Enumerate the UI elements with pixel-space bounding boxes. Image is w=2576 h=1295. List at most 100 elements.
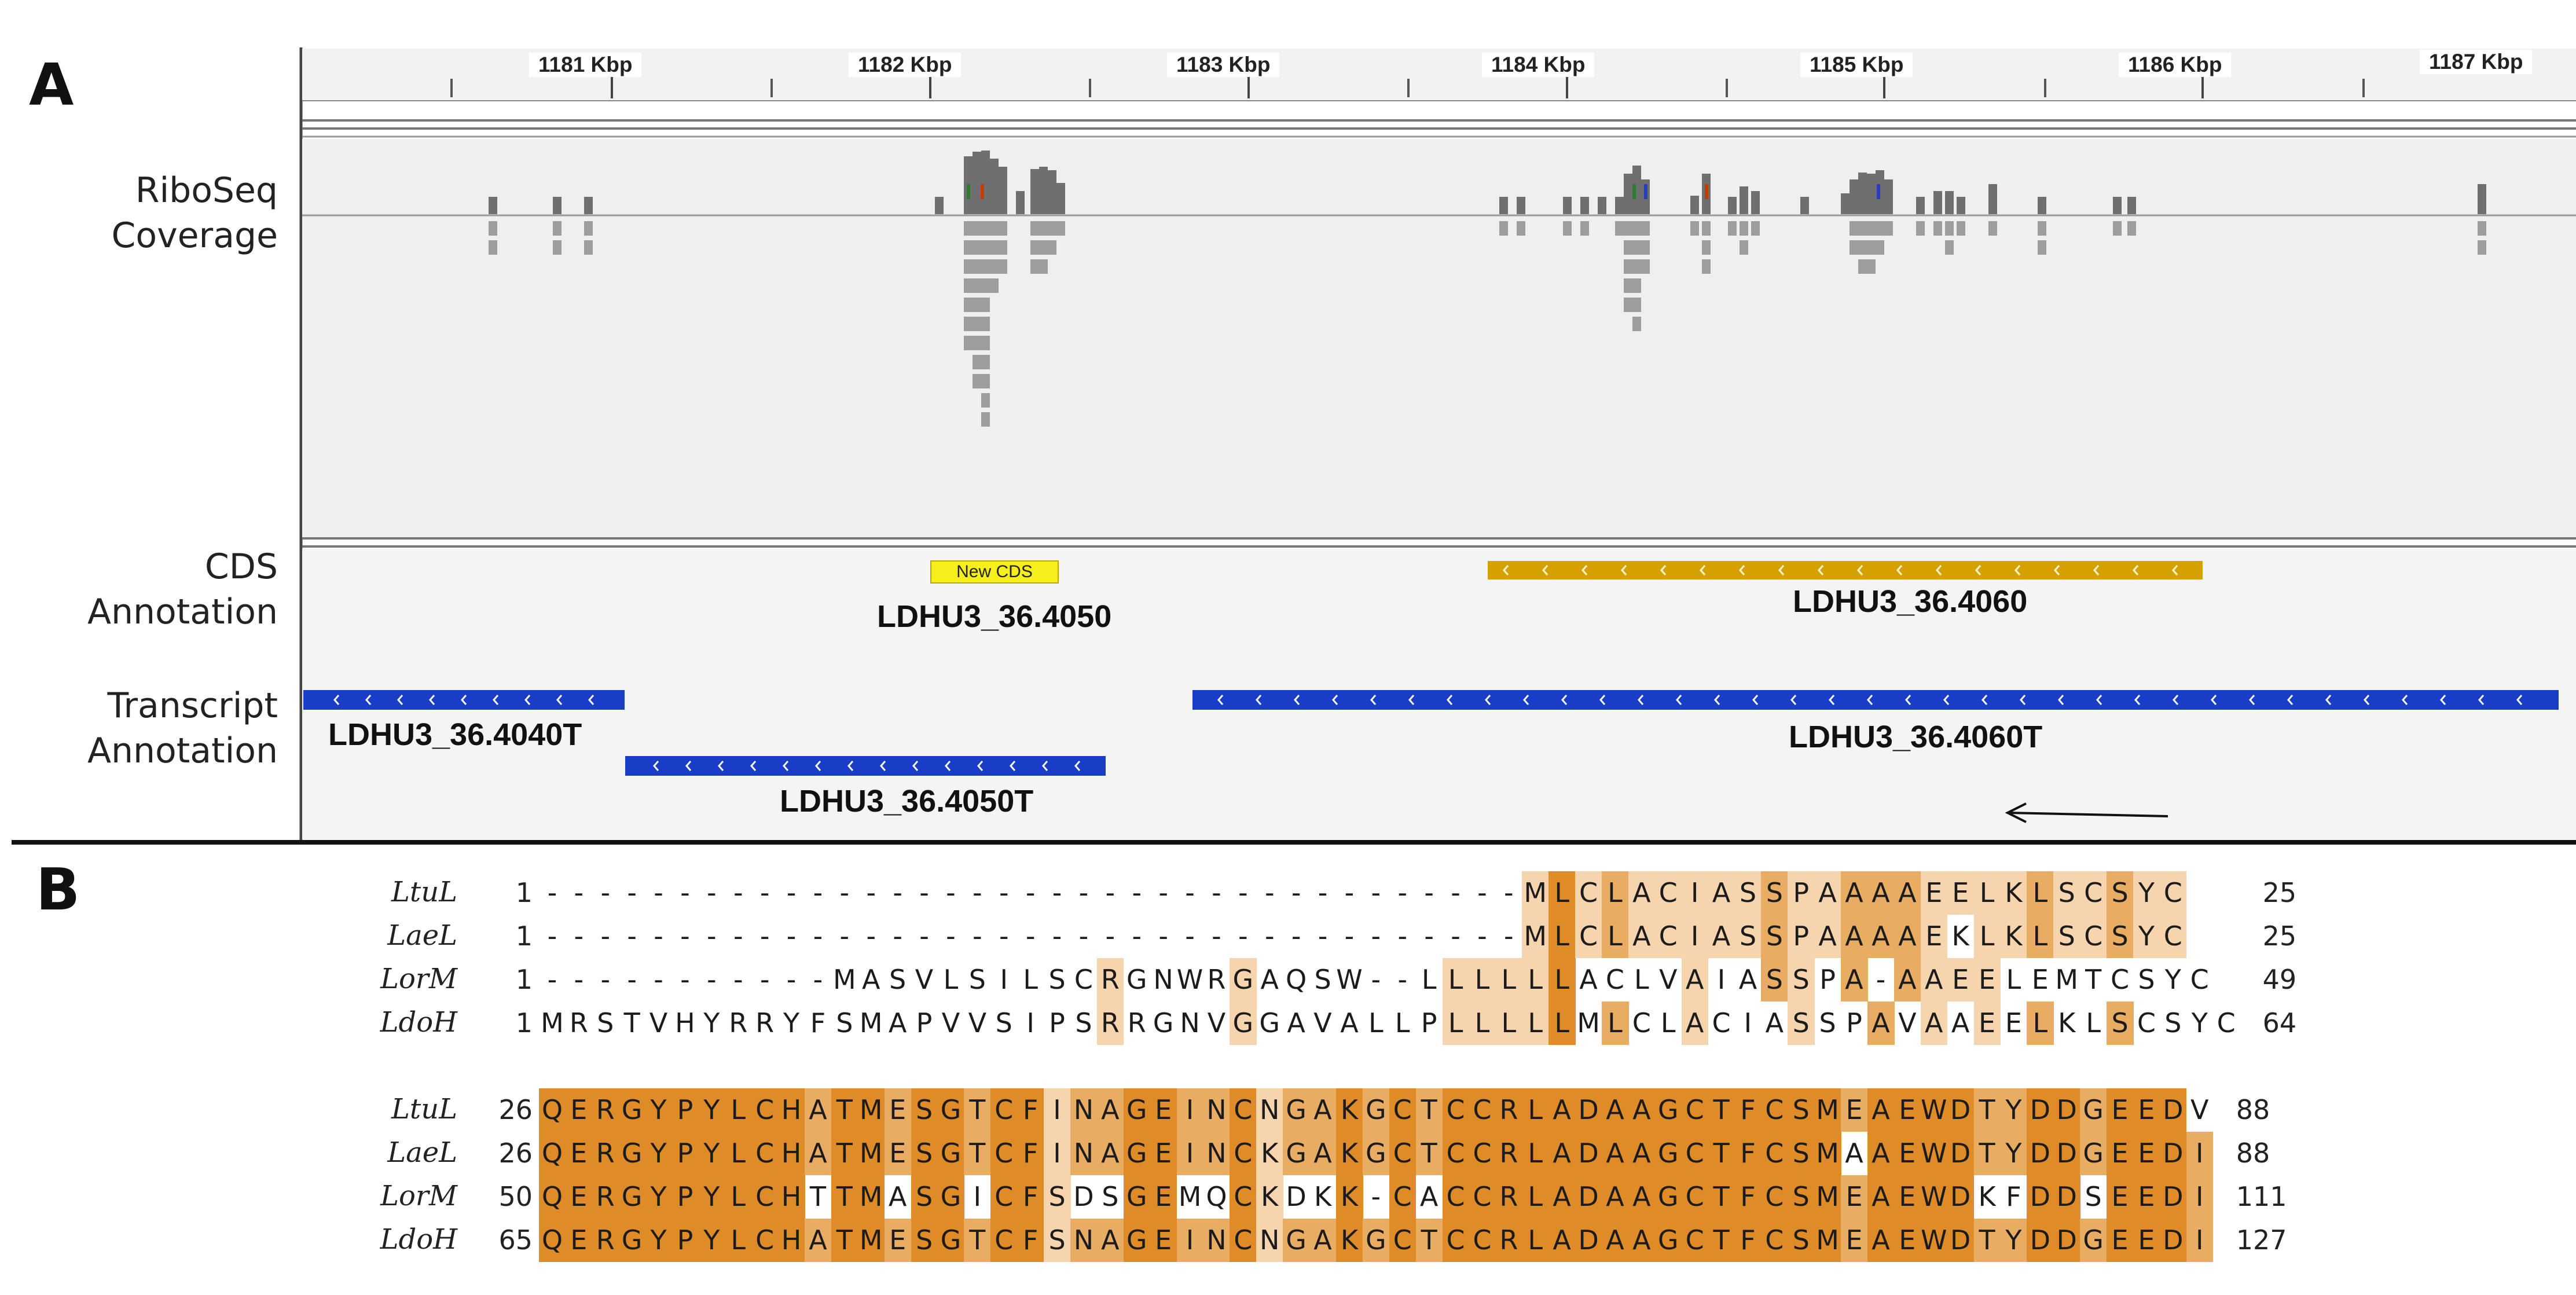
residue: C	[2190, 964, 2209, 995]
read-block	[1850, 221, 1858, 236]
conservation-cell	[1973, 958, 2001, 1001]
gap-char: -	[707, 920, 717, 952]
residue: S	[2085, 1181, 2102, 1212]
residue: Y	[703, 1094, 720, 1125]
read-block	[1499, 221, 1508, 236]
conservation-cell	[1150, 1132, 1177, 1175]
transcript-chevron	[333, 695, 340, 705]
conservation-cell	[964, 1088, 991, 1132]
read-block	[1039, 240, 1048, 255]
gap-char: -	[999, 877, 1009, 908]
cds-chevron	[2172, 565, 2178, 575]
conservation-cell	[805, 1219, 832, 1262]
read-block	[2113, 221, 2122, 236]
conservation-cell	[1920, 1088, 1948, 1132]
base-mismatch-mark	[981, 184, 984, 199]
transcript-chevron	[588, 695, 595, 705]
gap-char: -	[1318, 920, 1328, 952]
transcript-chevron	[1981, 695, 1988, 705]
read-block	[964, 240, 973, 255]
conservation-cell	[1123, 1088, 1151, 1132]
conservation-cell	[2053, 871, 2080, 915]
residue: A	[1579, 964, 1598, 995]
conservation-cell	[1708, 1088, 1735, 1132]
residue: S	[1792, 1181, 1810, 1212]
residue: L	[1608, 920, 1623, 952]
conservation-cell	[1973, 871, 2001, 915]
read-block	[973, 317, 981, 331]
conservation-cell	[937, 1088, 964, 1132]
gap-char: -	[707, 877, 717, 908]
conservation-cell	[1548, 915, 1576, 958]
residue: P	[1049, 1007, 1065, 1039]
residue: H	[675, 1007, 695, 1039]
residue: F	[1740, 1138, 1756, 1169]
residue: S	[915, 1138, 933, 1169]
conservation-cell	[539, 1132, 566, 1175]
residue: K	[1340, 1181, 1359, 1212]
conservation-cell	[2107, 1132, 2134, 1175]
conservation-cell	[2159, 915, 2187, 958]
gap-char: -	[973, 877, 982, 908]
cds-chevron	[1581, 565, 1588, 575]
residue: R	[1100, 964, 1120, 995]
conservation-cell	[1362, 1088, 1390, 1132]
conservation-cell	[1867, 1175, 1895, 1219]
conservation-cell	[1708, 1219, 1735, 1262]
conservation-cell	[1973, 1132, 2001, 1175]
residue: A	[1101, 1094, 1120, 1125]
residue: C	[1658, 877, 1678, 908]
residue: Q	[541, 1224, 563, 1256]
residue: R	[1100, 1007, 1120, 1039]
residue: L	[1660, 1007, 1676, 1039]
coverage-bar	[2038, 197, 2046, 214]
residue: C	[1685, 1094, 1704, 1125]
residue: C	[1579, 920, 1598, 952]
residue: C	[1632, 1007, 1651, 1039]
residue: V	[1207, 1007, 1226, 1039]
residue: S	[1819, 1007, 1836, 1039]
residue: R	[569, 1007, 588, 1039]
transcript-chevron	[1638, 695, 1644, 705]
conservation-cell	[990, 1219, 1018, 1262]
coverage-bar	[1499, 197, 1508, 214]
conservation-cell	[1761, 1175, 1788, 1219]
residue: A	[1765, 1007, 1784, 1039]
residue: R	[1207, 964, 1226, 995]
read-block	[999, 240, 1007, 255]
residue: C	[1712, 1007, 1731, 1039]
residue: A	[1738, 964, 1757, 995]
conservation-cell	[2027, 1132, 2054, 1175]
conservation-cell	[1761, 1219, 1788, 1262]
residue: K	[1978, 1181, 1996, 1212]
residue: L	[1554, 877, 1569, 908]
conservation-cell	[1920, 1175, 1948, 1219]
end-position: 25	[2262, 877, 2297, 908]
conservation-cell	[1841, 871, 1868, 915]
gap-char: -	[786, 920, 797, 952]
residue: C	[755, 1224, 775, 1256]
residue: G	[1126, 1094, 1147, 1125]
residue: F	[1022, 1224, 1039, 1256]
residue: R	[1499, 1181, 1518, 1212]
residue: L	[1528, 1138, 1543, 1169]
residue: S	[2138, 964, 2155, 995]
transcript-chevron	[912, 761, 919, 771]
residue: D	[1578, 1224, 1599, 1256]
transcript-chevron	[1010, 761, 1016, 771]
residue: F	[2006, 1181, 2021, 1212]
riboseq-label-line2: Coverage	[111, 215, 278, 256]
residue: A	[1632, 1094, 1651, 1125]
transcript-chevron	[1256, 695, 1262, 705]
residue: W	[1921, 1181, 1947, 1212]
residue: L	[1554, 920, 1569, 952]
conservation-cell	[2159, 1219, 2187, 1262]
gap-char: -	[627, 920, 637, 952]
residue: A	[1872, 920, 1890, 952]
residue: A	[1872, 877, 1890, 908]
residue: A	[1632, 1138, 1651, 1169]
residue: L	[731, 1224, 746, 1256]
residue: C	[1234, 1224, 1253, 1256]
residue: S	[915, 1181, 933, 1212]
conservation-cell	[645, 1219, 673, 1262]
